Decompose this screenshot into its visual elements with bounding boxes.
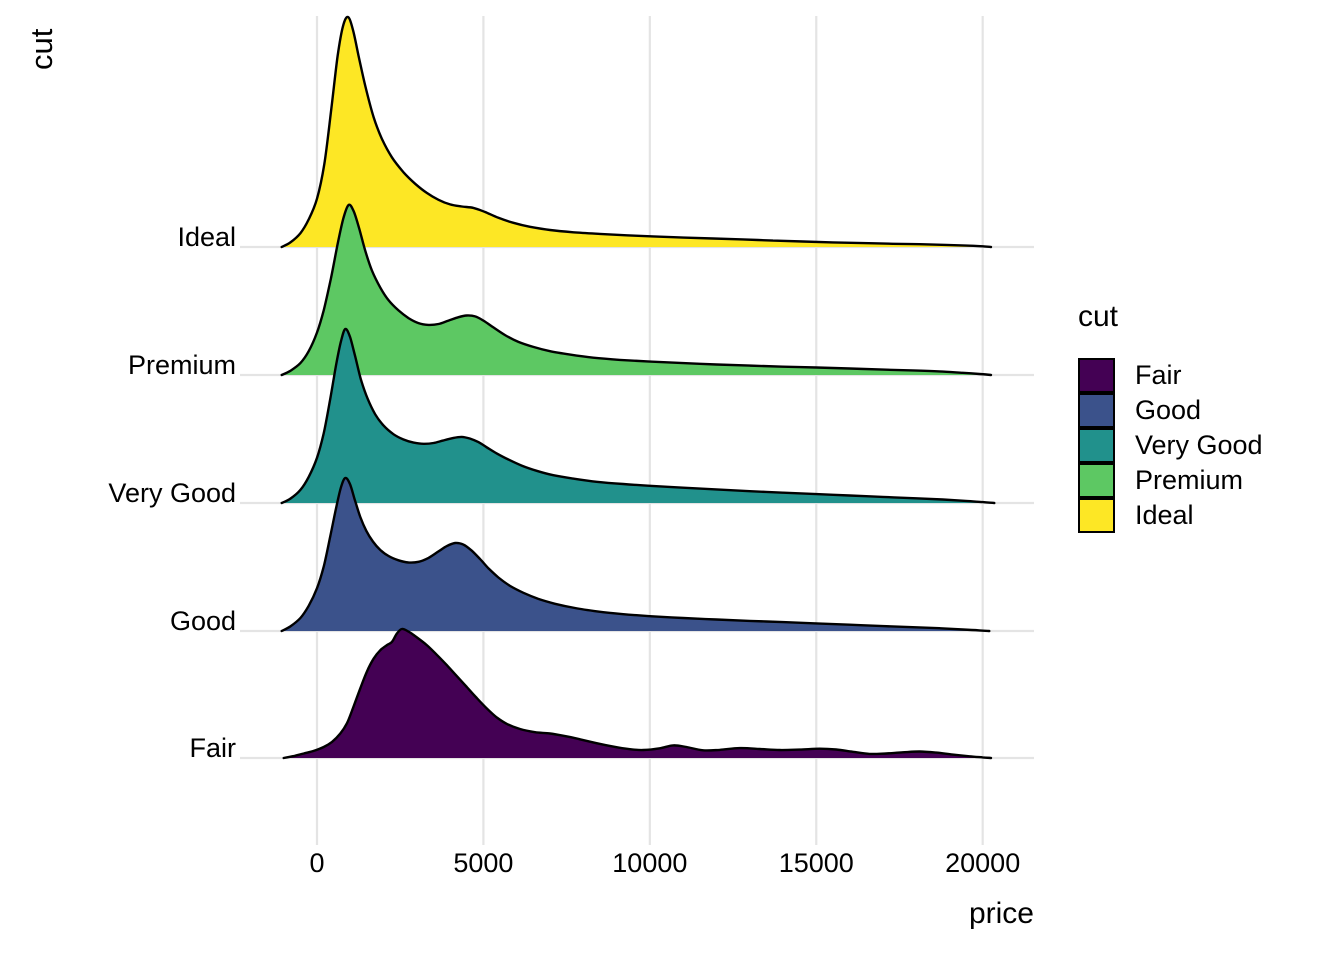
x-tick-label-15000: 15000 <box>778 848 854 878</box>
x-tick-label-20000: 20000 <box>945 848 1021 878</box>
legend-item-ideal: Ideal <box>1078 498 1263 533</box>
legend-item-very-good: Very Good <box>1078 428 1263 463</box>
x-axis-title: price <box>968 897 1034 930</box>
legend-label-good: Good <box>1135 395 1202 425</box>
legend-swatch-good <box>1078 393 1115 428</box>
y-tick-label-ideal: Ideal <box>177 222 236 252</box>
legend-swatch-very-good <box>1078 428 1115 463</box>
y-axis-title: cut <box>24 28 59 70</box>
legend-item-good: Good <box>1078 393 1263 428</box>
legend-label-very-good: Very Good <box>1135 430 1263 460</box>
y-tick-label-premium: Premium <box>127 350 236 380</box>
legend-swatch-premium <box>1078 463 1115 498</box>
legend-swatch-fair <box>1078 358 1115 393</box>
legend-label-fair: Fair <box>1135 360 1182 390</box>
legend-item-premium: Premium <box>1078 463 1263 498</box>
y-tick-label-good: Good <box>169 606 236 636</box>
legend-swatch-ideal <box>1078 498 1115 533</box>
y-tick-label-fair: Fair <box>189 733 237 763</box>
y-tick-label-very-good: Very Good <box>108 478 236 508</box>
legend-label-premium: Premium <box>1135 465 1244 495</box>
legend-item-fair: Fair <box>1078 358 1263 393</box>
legend-title: cut <box>1078 300 1119 333</box>
legend: cut Fair Good Very Good Premium Ideal <box>1078 300 1263 533</box>
x-tick-label-5000: 5000 <box>453 848 514 878</box>
x-tick-label-10000: 10000 <box>612 848 688 878</box>
legend-label-ideal: Ideal <box>1135 500 1194 530</box>
x-tick-label-0: 0 <box>309 848 325 878</box>
